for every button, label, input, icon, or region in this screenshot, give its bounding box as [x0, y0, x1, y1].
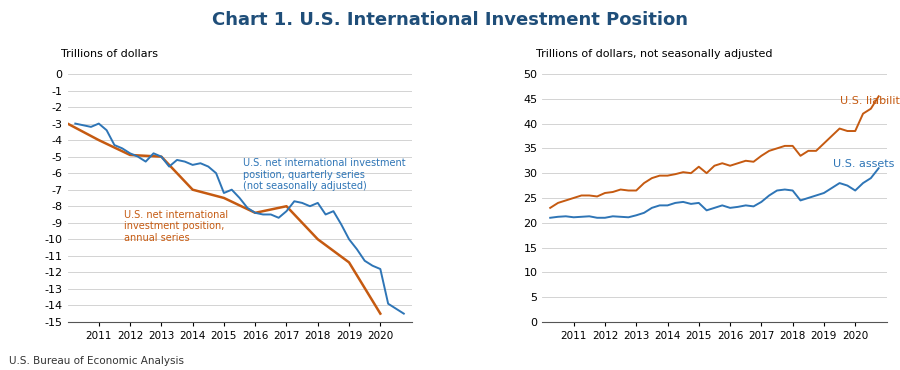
Text: U.S. net international
investment position,
annual series: U.S. net international investment positi…	[124, 209, 228, 243]
Text: U.S. assets: U.S. assets	[833, 159, 895, 169]
Text: Trillions of dollars: Trillions of dollars	[60, 49, 158, 59]
Text: Chart 1. U.S. International Investment Position: Chart 1. U.S. International Investment P…	[212, 11, 688, 29]
Text: U.S. net international investment
position, quarterly series
(not seasonally adj: U.S. net international investment positi…	[243, 158, 405, 192]
Text: U.S. Bureau of Economic Analysis: U.S. Bureau of Economic Analysis	[9, 356, 184, 366]
Text: U.S. liabilities: U.S. liabilities	[840, 96, 900, 106]
Text: Trillions of dollars, not seasonally adjusted: Trillions of dollars, not seasonally adj…	[536, 49, 772, 59]
